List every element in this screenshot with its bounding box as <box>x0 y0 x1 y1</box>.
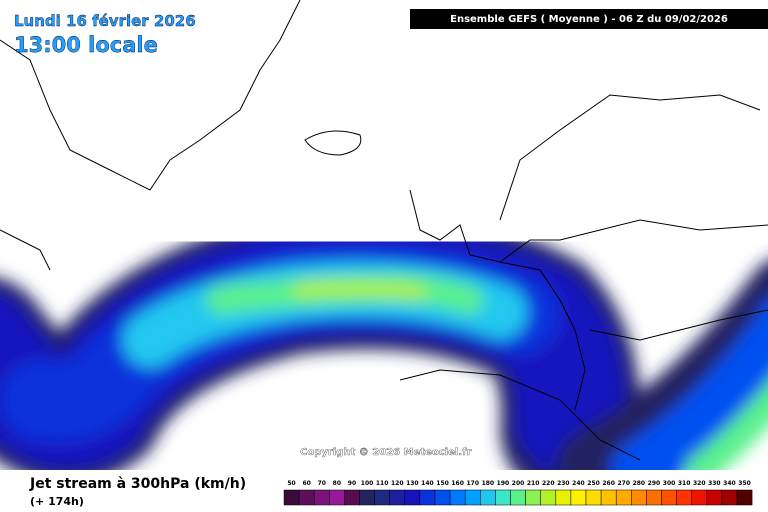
scale-swatch <box>434 489 451 506</box>
scale-label: 60 <box>302 480 310 487</box>
scale-swatch <box>449 489 466 506</box>
scale-swatch <box>359 489 375 506</box>
scale-swatch <box>631 489 647 506</box>
scale-label: 250 <box>587 480 600 487</box>
scale-swatch <box>283 489 300 506</box>
scale-swatch <box>329 489 345 506</box>
scale-swatch <box>374 489 390 506</box>
scale-swatch <box>615 489 632 506</box>
scale-swatch <box>706 489 723 506</box>
copyright: Copyright © 2026 Meteociel.fr <box>300 447 471 458</box>
scale-label: 160 <box>451 480 464 487</box>
jet-stream <box>0 209 768 512</box>
scale-label: 100 <box>361 480 374 487</box>
scale-label: 320 <box>693 480 706 487</box>
scale-swatch <box>585 489 602 506</box>
scale-swatch <box>540 489 557 506</box>
scale-label: 270 <box>617 480 630 487</box>
scale-label: 280 <box>633 480 646 487</box>
scale-label: 230 <box>557 480 570 487</box>
scale-label: 90 <box>348 480 356 487</box>
scale-swatch <box>480 489 496 506</box>
scale-label: 180 <box>482 480 495 487</box>
scale-label: 240 <box>572 480 585 487</box>
time: 13:00 locale <box>14 33 158 57</box>
scale-swatch <box>298 489 315 506</box>
scale-swatch <box>646 489 662 506</box>
scale-label: 150 <box>436 480 449 487</box>
scale-swatch <box>510 489 526 506</box>
scale-label: 140 <box>421 480 434 487</box>
scale-label: 220 <box>542 480 555 487</box>
scale-label: 130 <box>406 480 419 487</box>
coastlines <box>0 0 768 461</box>
scale-label: 70 <box>318 480 326 487</box>
model-banner <box>410 9 768 29</box>
scale-swatch <box>525 489 541 506</box>
scale-label: 80 <box>333 480 341 487</box>
scale-swatch <box>570 489 587 506</box>
scale-label: 110 <box>376 480 389 487</box>
scale-swatch <box>389 489 406 506</box>
scale-label: 50 <box>287 480 295 487</box>
scale-label: 260 <box>602 480 615 487</box>
scale-swatch <box>344 489 360 506</box>
scale-label: 200 <box>512 480 525 487</box>
scale-swatch <box>600 489 617 506</box>
scale-label: 210 <box>527 480 540 487</box>
scale-swatch <box>721 489 738 506</box>
scale-swatch <box>676 489 692 506</box>
scale-swatch <box>555 489 572 506</box>
scale-label: 120 <box>391 480 404 487</box>
color-scale: 50 60 70 80 90 100 110 120 130 140 150 160 170 180 190… <box>283 480 753 506</box>
lead-time: (+ 174h) <box>30 495 84 508</box>
scale-swatch <box>464 489 481 506</box>
scale-swatch <box>495 489 511 506</box>
scale-swatch <box>736 489 753 506</box>
date: Lundi 16 février 2026 <box>14 12 196 30</box>
scale-label: 350 <box>738 480 751 487</box>
legend-title: Jet stream à 300hPa (km/h) <box>29 476 246 492</box>
scale-swatch <box>661 489 677 506</box>
scale-swatch <box>404 489 421 506</box>
scale-swatch <box>313 489 330 506</box>
scale-label: 340 <box>723 480 736 487</box>
scale-swatch <box>419 489 436 506</box>
scale-label: 330 <box>708 480 721 487</box>
scale-swatch <box>691 489 708 506</box>
scale-label: 170 <box>466 480 479 487</box>
model-info: Ensemble GEFS ( Moyenne ) - 06 Z du 09/0… <box>450 14 728 25</box>
scale-label: 190 <box>497 480 510 487</box>
scale-label: 290 <box>648 480 661 487</box>
scale-label: 310 <box>678 480 691 487</box>
scale-label: 300 <box>663 480 676 487</box>
